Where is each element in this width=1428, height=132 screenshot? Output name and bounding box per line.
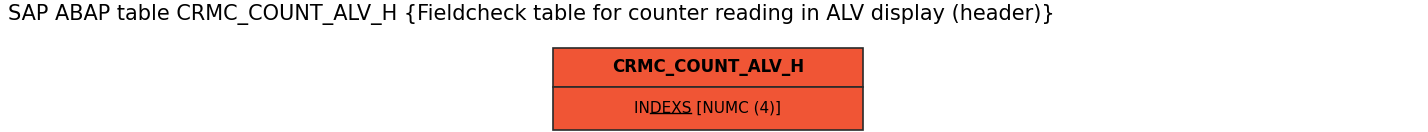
Bar <box>553 87 863 130</box>
Bar <box>553 48 863 87</box>
Text: CRMC_COUNT_ALV_H: CRMC_COUNT_ALV_H <box>613 58 804 76</box>
Text: SAP ABAP table CRMC_COUNT_ALV_H {Fieldcheck table for counter reading in ALV dis: SAP ABAP table CRMC_COUNT_ALV_H {Fieldch… <box>9 4 1055 25</box>
Text: INDEXS [NUMC (4)]: INDEXS [NUMC (4)] <box>634 101 781 116</box>
